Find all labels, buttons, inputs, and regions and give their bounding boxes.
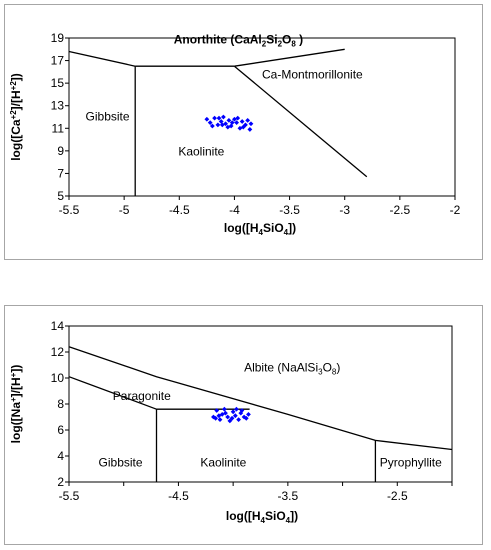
y-tick-label: 9: [57, 144, 64, 158]
data-point: [216, 115, 222, 121]
data-point: [216, 413, 222, 419]
data-point: [235, 115, 241, 121]
data-point: [248, 121, 254, 127]
chart-panel-albite: [4, 305, 483, 545]
data-point: [239, 408, 245, 413]
x-tick-label: -2: [450, 203, 461, 217]
data-point: [219, 122, 225, 128]
y-tick-label: 5: [57, 189, 64, 203]
region-label-kaolinite: Kaolinite: [178, 144, 224, 158]
boundary-anorthite-ca-montmorillonite: [234, 48, 345, 67]
data-point: [217, 417, 223, 422]
data-point: [221, 406, 227, 412]
data-point: [236, 417, 242, 422]
x-tick-label: -3.5: [279, 203, 300, 217]
x-tick-label: -5.5: [59, 489, 80, 503]
x-tick-label: -2.5: [387, 489, 408, 503]
region-label-paragonite: Paragonite: [113, 389, 171, 403]
data-point: [212, 115, 217, 121]
y-tick-label: 12: [51, 345, 65, 359]
data-point: [213, 415, 219, 421]
y-tick-label: 10: [51, 371, 65, 385]
boundary-albite-upper: [68, 346, 453, 451]
y-tick-label: 11: [52, 121, 65, 135]
data-point: [234, 406, 239, 412]
data-point: [214, 408, 220, 413]
x-axis-title: log([H4SiO4]): [224, 221, 296, 237]
y-tick-label: 13: [51, 99, 65, 113]
data-point: [230, 409, 236, 415]
data-point: [237, 125, 243, 131]
x-tick-label: -2.5: [390, 203, 411, 217]
data-point: [247, 127, 253, 132]
y-tick-label: 7: [57, 166, 64, 180]
y-tick-label: 4: [57, 449, 64, 463]
data-point: [225, 124, 231, 130]
data-point: [243, 122, 248, 128]
x-tick-label: -4: [229, 203, 240, 217]
y-tick-label: 2: [57, 475, 64, 489]
y-tick-label: 8: [57, 397, 64, 411]
data-point: [245, 117, 251, 123]
data-point: [223, 410, 228, 416]
data-point: [218, 119, 224, 124]
x-tick-label: -5: [119, 203, 130, 217]
x-tick-label: -4.5: [168, 489, 189, 503]
region-label-gibbsite: Gibbsite: [86, 109, 130, 123]
x-tick-label: -3: [339, 203, 350, 217]
region-label-kaolinite: Kaolinite: [200, 455, 246, 469]
data-point: [225, 414, 231, 420]
data-point: [221, 114, 226, 120]
data-point: [234, 120, 240, 126]
data-point: [229, 415, 235, 421]
data-point: [240, 124, 246, 130]
x-tick-label: -4.5: [169, 203, 190, 217]
data-point: [209, 123, 215, 129]
data-point: [246, 412, 251, 417]
y-tick-label: 15: [51, 76, 65, 90]
region-label-albite: Albite (NaAlSi3O8): [244, 361, 340, 377]
boundary-paragonite-gibbsite: [68, 376, 157, 410]
data-point: [204, 116, 210, 122]
data-point: [211, 414, 216, 420]
x-tick-label: -5.5: [59, 203, 80, 217]
boundary-kaolinite-ca-montmorillonite: [233, 65, 368, 178]
data-point: [229, 120, 235, 126]
y-tick-label: 14: [51, 319, 65, 333]
y-axis-title: log([Na+]/[H+]): [9, 365, 23, 444]
y-tick-label: 17: [51, 54, 65, 68]
y-tick-label: 6: [57, 423, 64, 437]
chart-panel-anorthite: [4, 4, 483, 260]
data-point: [228, 123, 234, 129]
plot-area-frame: [68, 37, 456, 197]
data-point: [215, 122, 221, 128]
boundary-anorthite-gibbsite: [68, 50, 136, 67]
y-axis-title: log([Ca+2]/[H+2]): [9, 73, 23, 161]
data-point: [243, 415, 249, 421]
x-axis-title: log([H4SiO4]): [226, 509, 298, 525]
region-label-gibbsite: Gibbsite: [99, 455, 143, 469]
data-point: [226, 117, 232, 123]
data-point: [207, 120, 213, 126]
region-label-anorthite: Anorthite (CaAl2Si2O8 ): [174, 33, 303, 49]
region-label-ca-montmorillonite: Ca-Montmorillonite: [262, 68, 363, 82]
data-point: [239, 119, 245, 124]
region-label-pyrophyllite: Pyrophyllite: [380, 455, 442, 469]
data-point: [241, 414, 247, 420]
y-tick-label: 19: [51, 31, 65, 45]
data-point: [232, 413, 238, 419]
x-tick-label: -3.5: [278, 489, 299, 503]
